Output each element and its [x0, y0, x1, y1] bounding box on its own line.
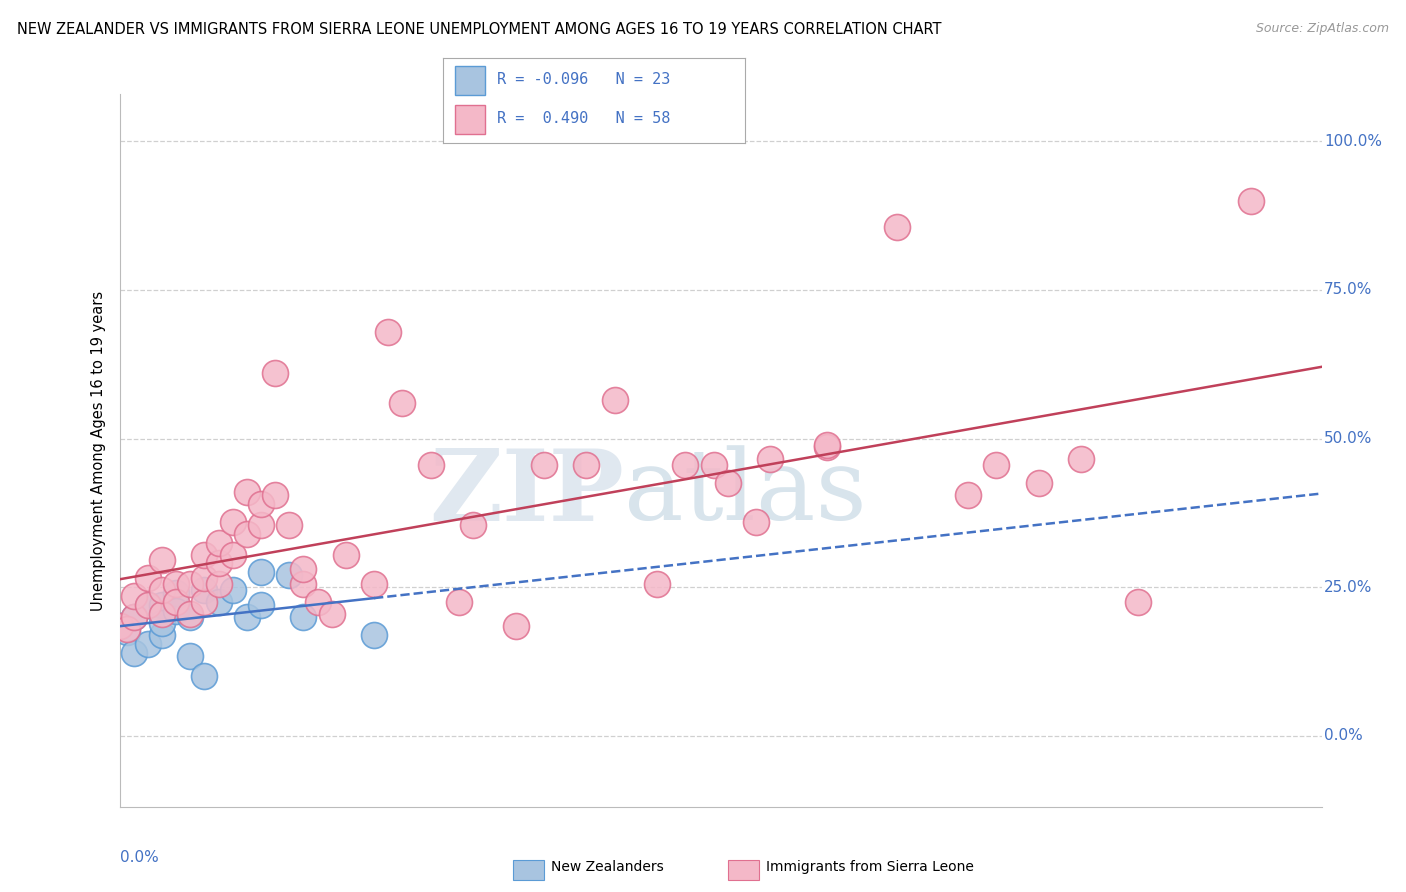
Point — [122, 610, 145, 624]
Point — [150, 628, 173, 642]
Point — [165, 586, 187, 600]
Point — [377, 325, 399, 339]
Point — [136, 637, 159, 651]
Point — [207, 557, 229, 571]
Point — [391, 396, 413, 410]
Point — [886, 220, 908, 235]
Point — [165, 577, 187, 591]
Point — [221, 515, 243, 529]
Point — [505, 619, 527, 633]
Point — [250, 598, 273, 612]
Bar — [456, 104, 485, 134]
Point — [207, 535, 229, 549]
Text: Source: ZipAtlas.com: Source: ZipAtlas.com — [1256, 22, 1389, 36]
Text: 25.0%: 25.0% — [1324, 580, 1372, 595]
Point — [1240, 194, 1263, 208]
Text: ZIP: ZIP — [429, 445, 624, 541]
Point — [278, 568, 301, 582]
Point — [165, 595, 187, 609]
Point — [179, 648, 201, 663]
Text: R = -0.096   N = 23: R = -0.096 N = 23 — [498, 72, 671, 87]
Point — [603, 392, 626, 407]
Y-axis label: Unemployment Among Ages 16 to 19 years: Unemployment Among Ages 16 to 19 years — [90, 291, 105, 610]
Point — [335, 548, 357, 562]
Point — [165, 604, 187, 618]
Point — [745, 515, 768, 529]
Point — [179, 610, 201, 624]
Point — [136, 598, 159, 612]
Point — [108, 619, 131, 633]
Point — [1028, 476, 1050, 491]
Point — [115, 624, 138, 639]
Point — [321, 607, 343, 621]
Point — [136, 571, 159, 585]
Point — [986, 458, 1008, 473]
Point — [292, 610, 315, 624]
Point — [702, 458, 724, 473]
Point — [264, 366, 287, 380]
Text: 75.0%: 75.0% — [1324, 283, 1372, 297]
Point — [815, 441, 838, 455]
Point — [533, 458, 555, 473]
Point — [193, 595, 215, 609]
Point — [115, 622, 138, 636]
Point — [207, 595, 229, 609]
Point — [193, 669, 215, 683]
Point — [363, 577, 385, 591]
Text: 100.0%: 100.0% — [1324, 134, 1382, 149]
Point — [307, 595, 329, 609]
Point — [122, 610, 145, 624]
Point — [292, 577, 315, 591]
Point — [645, 577, 668, 591]
Text: R =  0.490   N = 58: R = 0.490 N = 58 — [498, 112, 671, 126]
Text: 0.0%: 0.0% — [1324, 729, 1362, 743]
Point — [207, 577, 229, 591]
Point — [236, 526, 259, 541]
Text: 0.0%: 0.0% — [120, 850, 159, 865]
Point — [122, 589, 145, 603]
Point — [363, 628, 385, 642]
Point — [150, 607, 173, 621]
Point — [179, 607, 201, 621]
Point — [815, 437, 838, 451]
Point — [221, 548, 243, 562]
Point — [179, 577, 201, 591]
Point — [236, 485, 259, 500]
Point — [717, 476, 740, 491]
Text: New Zealanders: New Zealanders — [551, 860, 664, 874]
Point — [759, 452, 782, 467]
Point — [122, 646, 145, 660]
Point — [150, 615, 173, 630]
Point — [461, 517, 484, 532]
Point — [250, 497, 273, 511]
Text: Immigrants from Sierra Leone: Immigrants from Sierra Leone — [766, 860, 974, 874]
Point — [264, 488, 287, 502]
Point — [193, 548, 215, 562]
Point — [136, 598, 159, 612]
Point — [250, 517, 273, 532]
Point — [1126, 595, 1149, 609]
Point — [278, 517, 301, 532]
Text: NEW ZEALANDER VS IMMIGRANTS FROM SIERRA LEONE UNEMPLOYMENT AMONG AGES 16 TO 19 Y: NEW ZEALANDER VS IMMIGRANTS FROM SIERRA … — [17, 22, 942, 37]
Point — [150, 553, 173, 567]
Point — [150, 598, 173, 612]
Point — [193, 583, 215, 598]
Point — [193, 571, 215, 585]
Bar — [456, 66, 485, 95]
Text: atlas: atlas — [624, 445, 868, 541]
Point — [1070, 452, 1092, 467]
Point — [292, 562, 315, 576]
Point — [221, 583, 243, 598]
Point — [150, 583, 173, 598]
Point — [447, 595, 470, 609]
Point — [957, 488, 980, 502]
Point — [236, 610, 259, 624]
Text: 50.0%: 50.0% — [1324, 431, 1372, 446]
Point — [673, 458, 696, 473]
Point — [575, 458, 598, 473]
Point — [419, 458, 441, 473]
Point — [108, 619, 131, 633]
Point — [250, 566, 273, 580]
